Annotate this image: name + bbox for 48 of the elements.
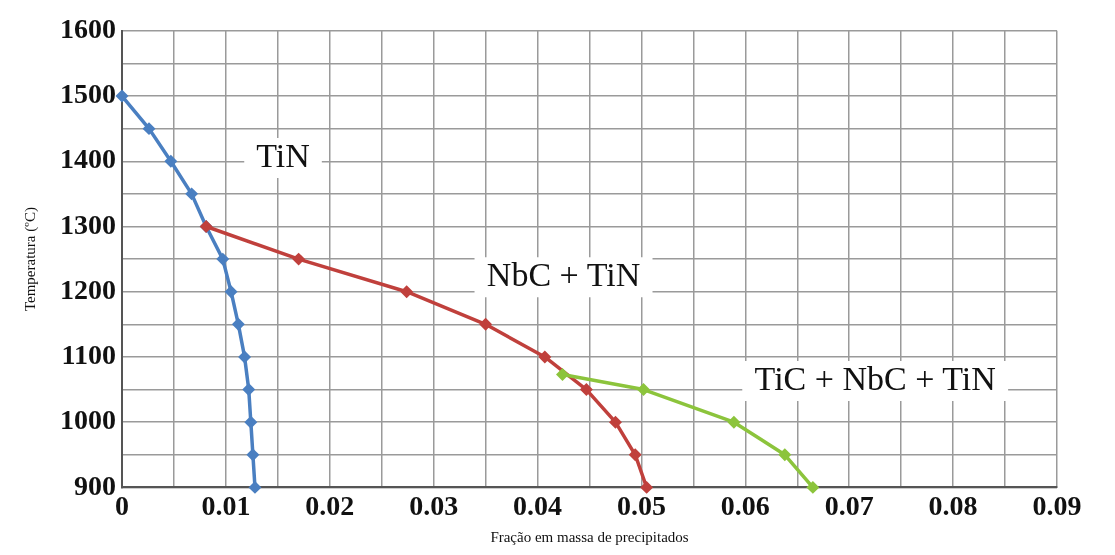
x-axis-title: Fração em massa de precipitados — [490, 528, 689, 545]
point — [245, 416, 257, 428]
point — [232, 318, 245, 331]
series-label: TiC + NbC + TiN — [754, 360, 996, 397]
point — [609, 416, 622, 428]
y-tick-label: 1100 — [61, 339, 116, 371]
point — [225, 285, 237, 298]
series-label: TiN — [256, 136, 310, 174]
point — [629, 449, 641, 461]
point — [116, 90, 128, 102]
x-tick-label: 0.05 — [616, 490, 666, 522]
series-label: NbC + TiN — [486, 256, 641, 294]
y-tick-label: 900 — [74, 469, 116, 501]
x-tick-label: 0 — [115, 490, 129, 522]
point — [242, 383, 255, 396]
x-tick-label: 0.08 — [928, 490, 978, 522]
point — [779, 449, 791, 461]
point — [238, 351, 251, 363]
y-axis-title: Temperatura (ºC) — [21, 207, 39, 312]
point — [249, 481, 261, 494]
point — [807, 481, 819, 494]
x-tick-label: 0.07 — [824, 490, 874, 522]
point — [247, 449, 259, 461]
point — [185, 188, 198, 200]
x-tick-label: 0.04 — [513, 490, 563, 522]
y-tick-label: 1200 — [60, 273, 116, 305]
x-tick-label: 0.03 — [409, 490, 459, 522]
point — [479, 318, 492, 331]
point — [640, 481, 653, 494]
point — [165, 155, 177, 168]
x-tick-label: 0.01 — [201, 490, 251, 522]
x-tick-label: 0.09 — [1032, 490, 1082, 522]
x-tick-label: 0.02 — [305, 490, 355, 522]
point — [400, 285, 413, 298]
point — [143, 122, 155, 135]
point — [580, 383, 593, 396]
point — [292, 253, 305, 265]
point — [539, 351, 551, 363]
point — [217, 253, 229, 265]
y-tick-label: 1300 — [60, 208, 116, 240]
point — [728, 416, 740, 428]
y-tick-label: 1500 — [60, 78, 116, 110]
y-tick-label: 1000 — [60, 404, 116, 436]
y-tick-label: 1600 — [60, 13, 116, 45]
point — [637, 383, 650, 396]
y-tick-label: 1400 — [60, 143, 116, 175]
point — [556, 368, 569, 381]
x-tick-label: 0.06 — [720, 490, 770, 522]
